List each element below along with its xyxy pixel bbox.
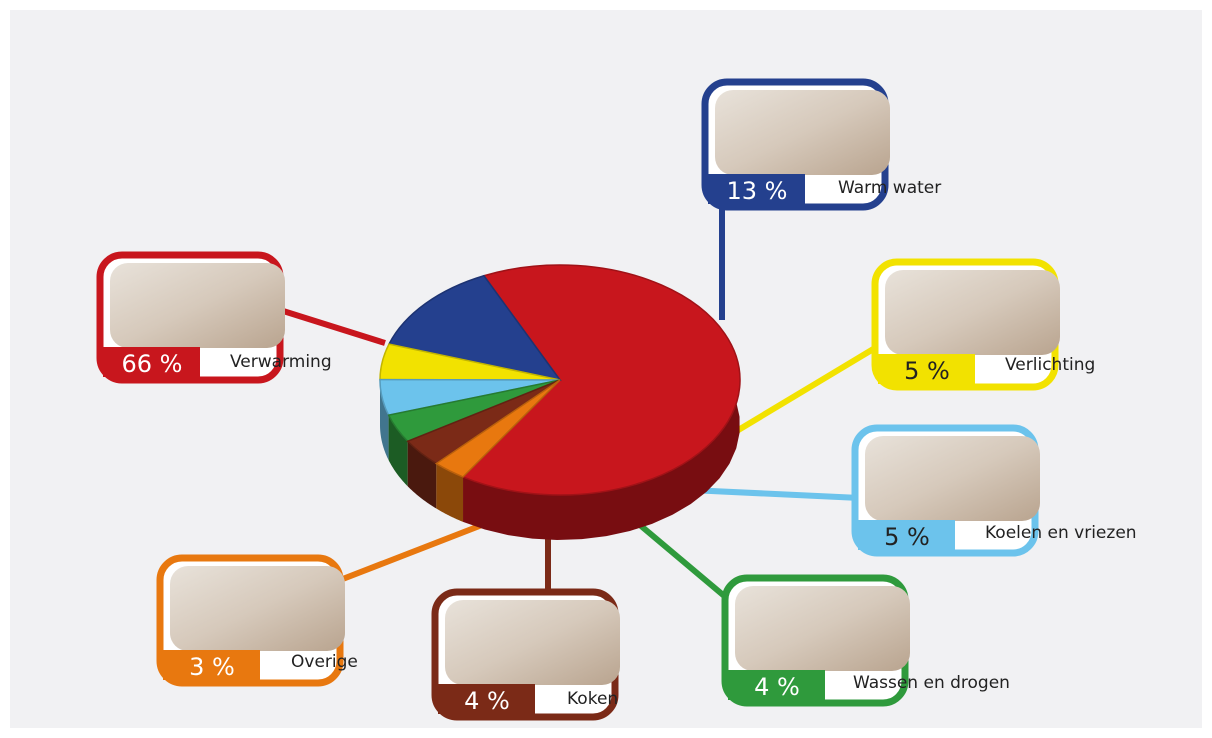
photo — [865, 436, 1040, 521]
photo — [110, 263, 285, 348]
connector — [728, 342, 882, 438]
category-label: Warm water — [838, 178, 941, 198]
percent-box — [708, 174, 805, 204]
percent-label: 3 % — [189, 653, 235, 681]
photo — [735, 586, 910, 671]
slice-side — [388, 415, 408, 487]
percent-box — [438, 684, 535, 714]
percent-label: 66 % — [122, 350, 183, 378]
percent-box — [163, 650, 260, 680]
percent-label: 5 % — [884, 523, 930, 551]
photo — [715, 90, 890, 175]
percent-label: 5 % — [904, 357, 950, 385]
connector — [333, 515, 502, 585]
connector — [689, 487, 861, 501]
connector — [279, 307, 386, 346]
slice-side — [436, 463, 464, 522]
category-label: Koken — [567, 689, 618, 709]
percent-box — [878, 354, 975, 384]
slice-side — [407, 441, 437, 509]
connector — [626, 512, 737, 608]
photo — [885, 270, 1060, 355]
pie-slice — [387, 274, 562, 382]
percent-label: 13 % — [727, 177, 788, 205]
category-label: Verlichting — [1005, 355, 1095, 375]
pie-slice — [461, 264, 741, 496]
category-label: Verwarming — [230, 352, 332, 372]
category-label: Wassen en drogen — [853, 673, 1010, 693]
category-label: Koelen en vriezen — [985, 523, 1137, 543]
percent-box — [728, 670, 825, 700]
photo — [445, 600, 620, 685]
photo — [170, 566, 345, 651]
category-label: Overige — [291, 652, 358, 672]
percent-label: 4 % — [754, 673, 800, 701]
percent-label: 4 % — [464, 687, 510, 715]
pie-slice — [434, 379, 561, 478]
percent-box — [858, 520, 955, 550]
percent-box — [103, 347, 200, 377]
